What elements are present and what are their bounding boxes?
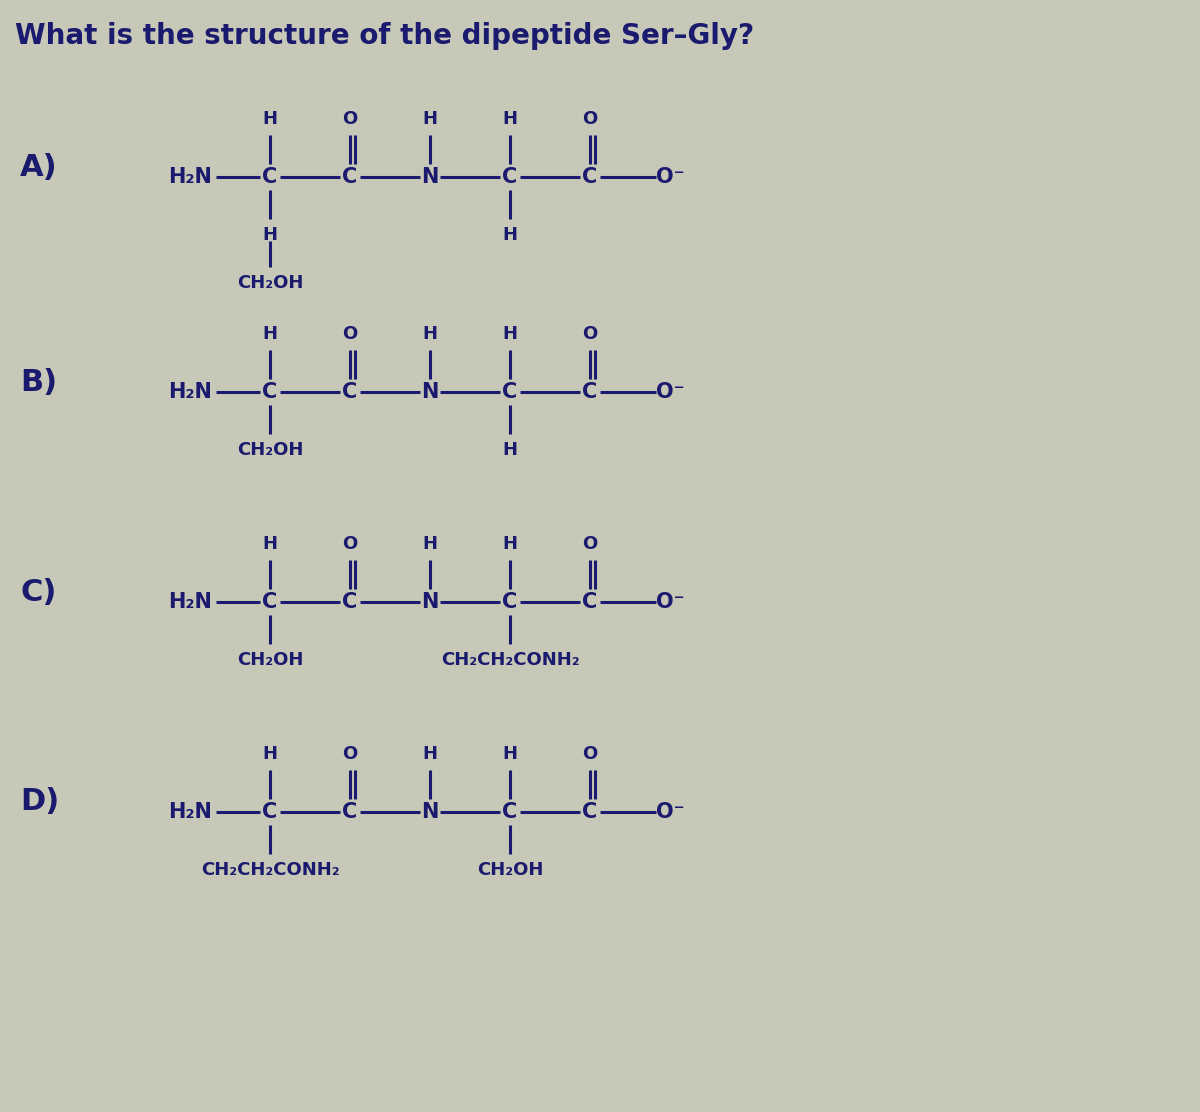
Text: H: H [263, 110, 277, 128]
Text: C: C [263, 383, 277, 403]
Text: C: C [263, 167, 277, 187]
Text: H₂N: H₂N [168, 802, 212, 822]
Text: CH₂OH: CH₂OH [236, 441, 304, 459]
Text: O⁻: O⁻ [655, 802, 684, 822]
Text: CH₂OH: CH₂OH [476, 861, 544, 878]
Text: O: O [342, 535, 358, 553]
Text: N: N [421, 383, 439, 403]
Text: H: H [263, 745, 277, 763]
Text: N: N [421, 802, 439, 822]
Text: O: O [342, 745, 358, 763]
Text: O: O [582, 325, 598, 342]
Text: C: C [582, 383, 598, 403]
Text: C: C [582, 592, 598, 612]
Text: D): D) [20, 787, 59, 816]
Text: H: H [503, 226, 517, 244]
Text: C: C [503, 592, 517, 612]
Text: C): C) [20, 577, 56, 606]
Text: H₂N: H₂N [168, 592, 212, 612]
Text: C: C [263, 592, 277, 612]
Text: H: H [263, 325, 277, 342]
Text: C: C [263, 802, 277, 822]
Text: CH₂OH: CH₂OH [236, 651, 304, 669]
Text: O: O [342, 325, 358, 342]
Text: N: N [421, 167, 439, 187]
Text: H: H [263, 535, 277, 553]
Text: H: H [263, 226, 277, 244]
Text: H: H [422, 745, 438, 763]
Text: N: N [421, 592, 439, 612]
Text: O: O [582, 110, 598, 128]
Text: C: C [342, 167, 358, 187]
Text: H: H [422, 325, 438, 342]
Text: CH₂CH₂CONH₂: CH₂CH₂CONH₂ [440, 651, 580, 669]
Text: H: H [503, 535, 517, 553]
Text: H: H [422, 110, 438, 128]
Text: O: O [582, 745, 598, 763]
Text: What is the structure of the dipeptide Ser–Gly?: What is the structure of the dipeptide S… [14, 22, 754, 50]
Text: H: H [503, 110, 517, 128]
Text: H: H [503, 745, 517, 763]
Text: H₂N: H₂N [168, 383, 212, 403]
Text: A): A) [20, 152, 58, 181]
Text: C: C [582, 167, 598, 187]
Text: O⁻: O⁻ [655, 167, 684, 187]
Text: O: O [582, 535, 598, 553]
Text: C: C [342, 592, 358, 612]
Text: O: O [342, 110, 358, 128]
Text: C: C [342, 802, 358, 822]
Text: H: H [503, 325, 517, 342]
Text: C: C [342, 383, 358, 403]
Text: C: C [503, 167, 517, 187]
Text: H: H [503, 441, 517, 459]
Text: C: C [503, 383, 517, 403]
Text: C: C [503, 802, 517, 822]
Text: CH₂OH: CH₂OH [236, 274, 304, 292]
Text: CH₂CH₂CONH₂: CH₂CH₂CONH₂ [200, 861, 340, 878]
Text: O⁻: O⁻ [655, 383, 684, 403]
Text: H: H [422, 535, 438, 553]
Text: O⁻: O⁻ [655, 592, 684, 612]
Text: B): B) [20, 367, 58, 397]
Text: H₂N: H₂N [168, 167, 212, 187]
Text: C: C [582, 802, 598, 822]
